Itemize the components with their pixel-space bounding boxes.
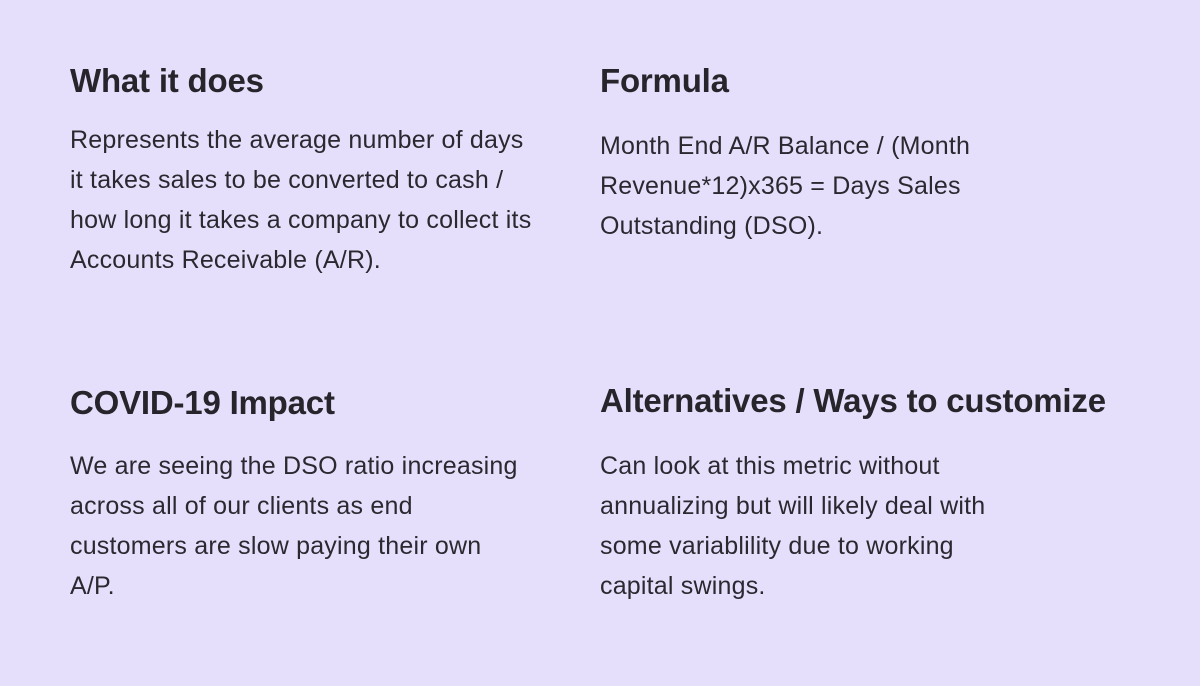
section-body: We are seeing the DSO ratio increasing a… (70, 452, 518, 600)
section-formula: Formula Month End A/R Balance / (Month R… (600, 61, 1160, 246)
section-what-it-does: What it does Represents the average numb… (70, 61, 630, 280)
section-body: Can look at this metric without annualiz… (600, 452, 986, 600)
section-title: What it does (70, 62, 264, 99)
section-title: Alternatives / Ways to customize (600, 382, 1106, 419)
section-body: Represents the average number of days it… (70, 126, 532, 274)
section-covid-impact: COVID-19 Impact We are seeing the DSO ra… (70, 383, 630, 606)
section-title: COVID-19 Impact (70, 384, 335, 421)
section-title: Formula (600, 62, 729, 99)
section-body: Month End A/R Balance / (Month Revenue*1… (600, 132, 971, 240)
section-alternatives: Alternatives / Ways to customize Can loo… (600, 381, 1180, 606)
